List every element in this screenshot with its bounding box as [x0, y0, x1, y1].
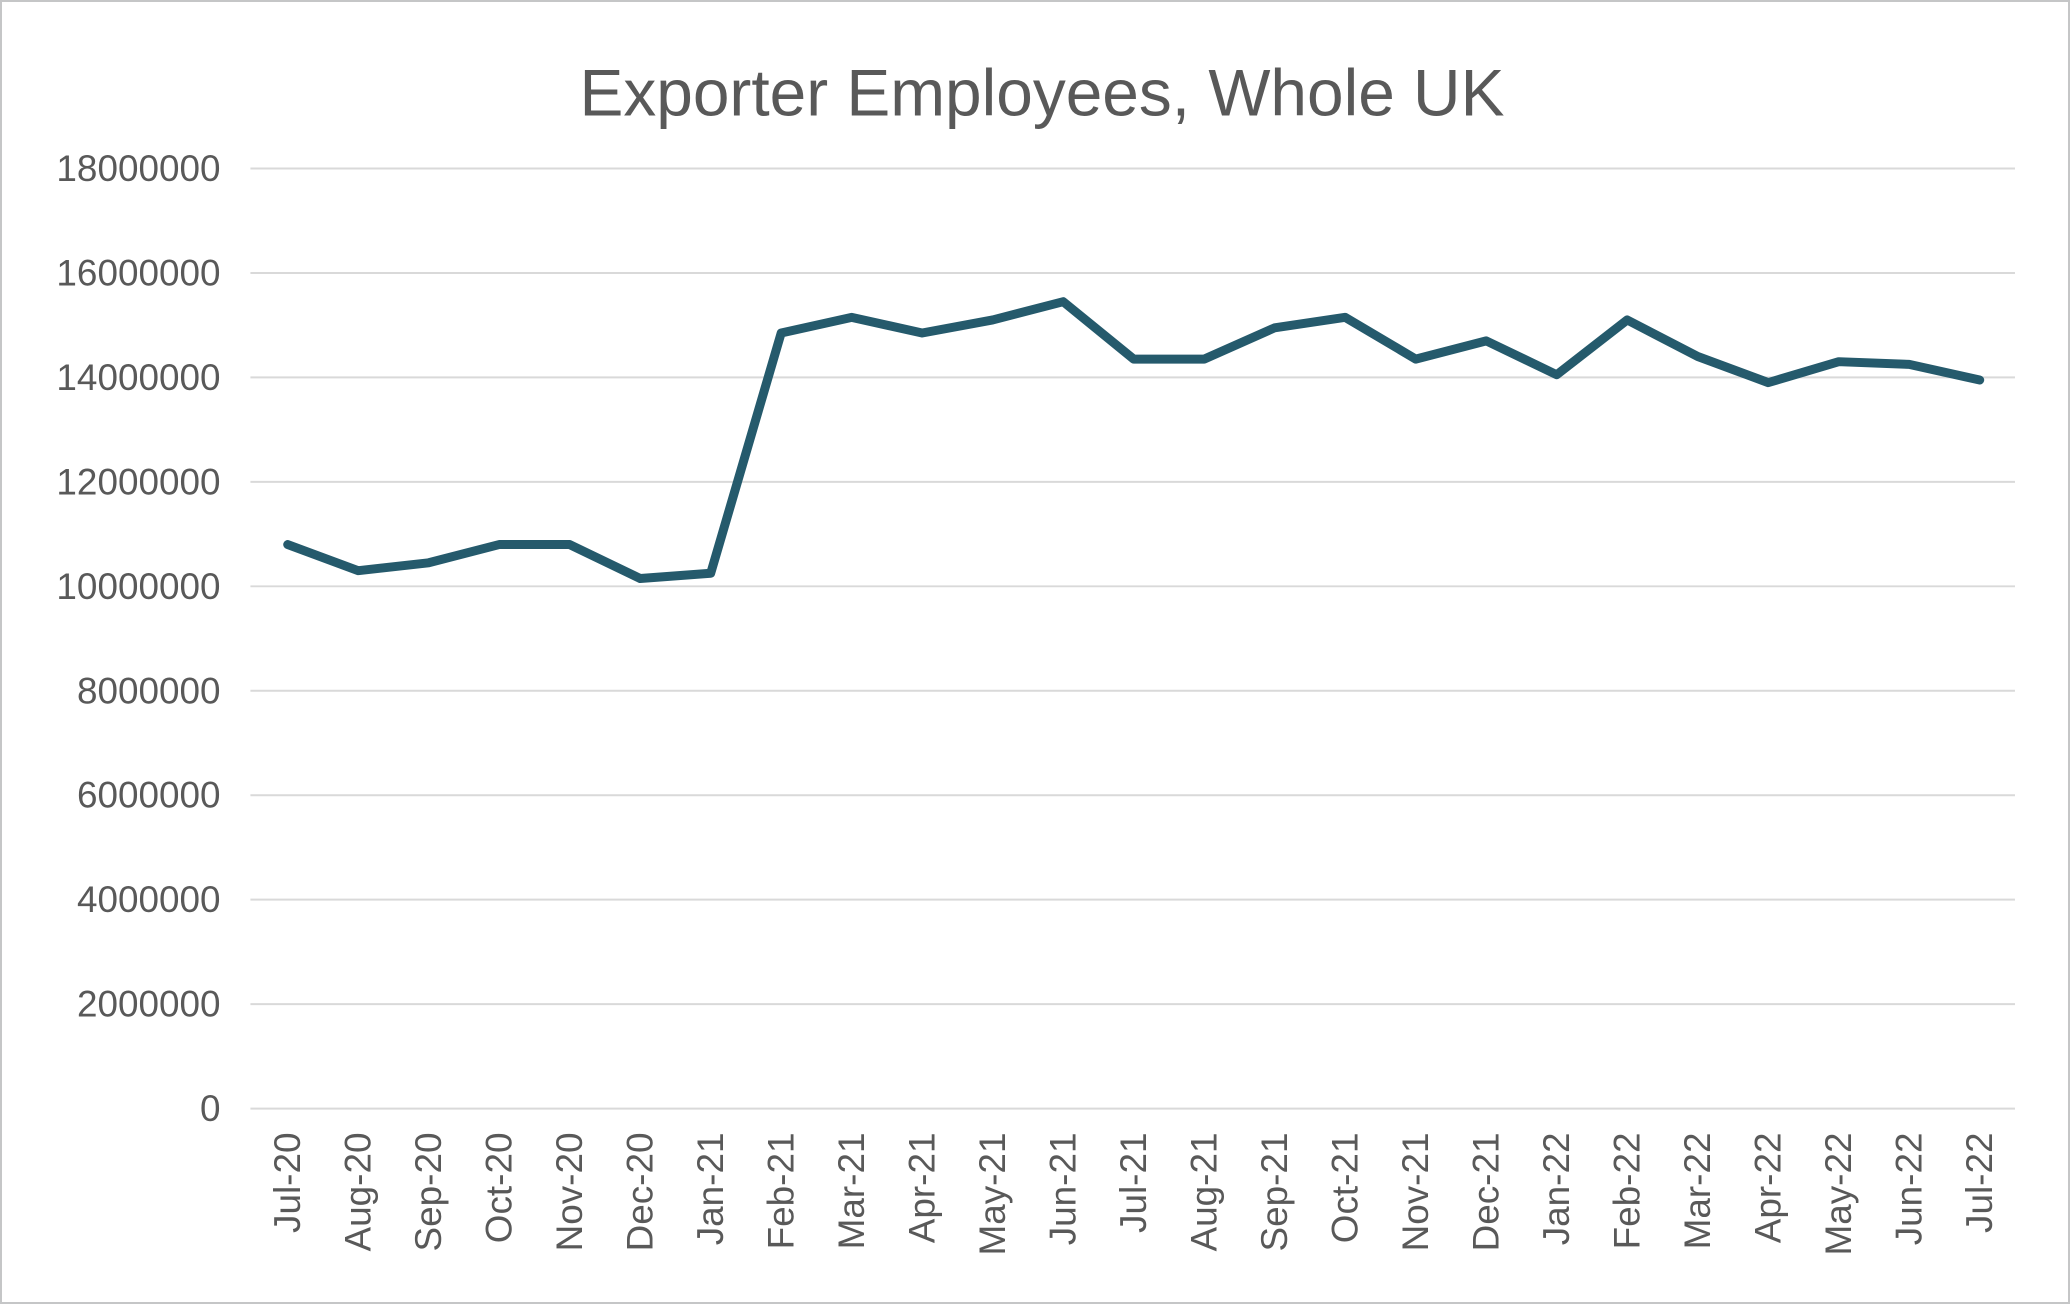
x-axis-tick-label: Sep-21: [1254, 1133, 1295, 1252]
x-axis-tick-label: Dec-20: [620, 1133, 661, 1252]
x-axis-tick-label: Apr-22: [1748, 1133, 1789, 1244]
x-axis-tick-label: Jul-20: [267, 1133, 308, 1233]
x-axis-tick-label: Feb-22: [1607, 1133, 1648, 1250]
y-axis-tick-label: 14000000: [56, 357, 220, 398]
x-axis-tick-label: Feb-21: [761, 1133, 802, 1250]
series-line: [283, 297, 1985, 584]
x-axis-tick-label: Mar-21: [831, 1133, 872, 1250]
y-axis-labels: 0 2000000 4000000 6000000 8000000 10000000 120…: [56, 148, 220, 1129]
y-axis-tick-label: 8000000: [77, 670, 221, 711]
y-axis-tick-label: 6000000: [77, 775, 221, 816]
gridlines: [250, 167, 2015, 1110]
x-axis-tick-label: Aug-20: [338, 1133, 379, 1252]
y-axis-tick-label: 2000000: [77, 984, 221, 1025]
x-axis-tick-label: Jan-22: [1536, 1133, 1577, 1246]
chart-title: Exporter Employees, Whole UK: [580, 56, 1505, 130]
x-axis-tick-label: Nov-21: [1395, 1133, 1436, 1252]
y-axis-tick-label: 12000000: [56, 461, 220, 502]
x-axis-tick-label: Mar-22: [1677, 1133, 1718, 1250]
x-axis-tick-label: Oct-21: [1325, 1133, 1366, 1244]
x-axis-tick-label: Aug-21: [1184, 1133, 1225, 1252]
x-axis-tick-label: May-22: [1818, 1133, 1859, 1256]
y-axis-tick-label: 10000000: [56, 566, 220, 607]
x-axis-tick-label: Jun-22: [1889, 1133, 1930, 1246]
x-axis-tick-label: Oct-20: [479, 1133, 520, 1244]
x-axis-labels: Jul-20 Aug-20 Sep-20 Oct-20 Nov-20 Dec-20 Jan-…: [267, 1133, 2000, 1256]
x-axis-tick-label: Nov-20: [549, 1133, 590, 1252]
x-axis-tick-label: Jan-21: [690, 1133, 731, 1246]
x-axis-tick-label: Jun-21: [1043, 1133, 1084, 1246]
y-axis-tick-label: 0: [200, 1088, 221, 1129]
x-axis-tick-label: Jul-22: [1959, 1133, 2000, 1233]
y-axis-tick-label: 4000000: [77, 879, 221, 920]
x-axis-tick-label: Sep-20: [408, 1133, 449, 1252]
x-axis-tick-label: Apr-21: [902, 1133, 943, 1244]
x-axis-tick-label: Jul-21: [1113, 1133, 1154, 1233]
x-axis-tick-label: Dec-21: [1466, 1133, 1507, 1252]
y-axis-tick-label: 18000000: [56, 148, 220, 189]
x-axis-tick-label: May-21: [972, 1133, 1013, 1256]
y-axis-tick-label: 16000000: [56, 252, 220, 293]
